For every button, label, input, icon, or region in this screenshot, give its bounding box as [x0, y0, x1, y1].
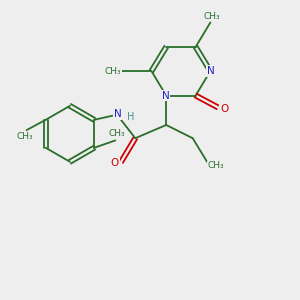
Text: CH₃: CH₃ [17, 132, 33, 141]
Text: O: O [110, 158, 119, 168]
Text: O: O [220, 104, 228, 114]
Text: CH₃: CH₃ [203, 11, 220, 20]
Text: N: N [207, 66, 215, 76]
Text: N: N [162, 91, 170, 100]
Text: CH₃: CH₃ [104, 67, 121, 76]
Text: N: N [114, 109, 122, 119]
Text: CH₃: CH₃ [208, 161, 225, 170]
Text: CH₃: CH₃ [109, 130, 125, 139]
Text: H: H [128, 112, 135, 122]
